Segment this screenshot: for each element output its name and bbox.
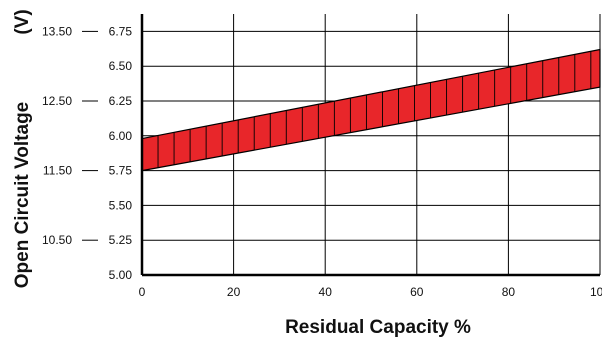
y-tick-label-outer: 12.50	[42, 94, 72, 108]
y-tick-label-inner: 5.25	[109, 233, 133, 247]
y-tick-label-inner: 5.00	[109, 268, 133, 282]
y-axis-unit: (V)	[12, 9, 33, 34]
x-tick-label: 100	[590, 285, 602, 299]
y-tick-label-inner: 6.50	[109, 59, 133, 73]
y-axis-title: Open Circuit Voltage	[12, 102, 33, 289]
x-tick-label: 60	[410, 285, 424, 299]
y-tick-label-inner: 5.50	[109, 198, 133, 212]
y-tick-label-inner: 5.75	[109, 164, 133, 178]
y-tick-labels-inner: 5.00 5.25 5.50 5.75 6.00 6.25 6.50 6.75	[109, 24, 133, 282]
x-tick-label: 20	[227, 285, 241, 299]
x-axis-title: Residual Capacity %	[285, 317, 471, 338]
y-tick-label-outer: 10.50	[42, 233, 72, 247]
y-tick-label-inner: 6.25	[109, 94, 133, 108]
y-tick-label-inner: 6.75	[109, 24, 133, 38]
band-area	[141, 48, 601, 172]
axes	[140, 14, 600, 277]
voltage-band	[141, 48, 601, 172]
x-tick-label: 0	[139, 285, 146, 299]
y-tick-label-outer: 13.50	[42, 24, 72, 38]
y-tick-labels-outer: 10.50 11.50 12.50 13.50	[42, 24, 98, 247]
x-tick-labels: 0 20 40 60 80 100	[139, 285, 602, 299]
x-tick-label: 80	[502, 285, 516, 299]
y-tick-label-inner: 6.00	[109, 129, 133, 143]
x-tick-label: 40	[319, 285, 333, 299]
y-tick-label-outer: 11.50	[43, 164, 72, 178]
